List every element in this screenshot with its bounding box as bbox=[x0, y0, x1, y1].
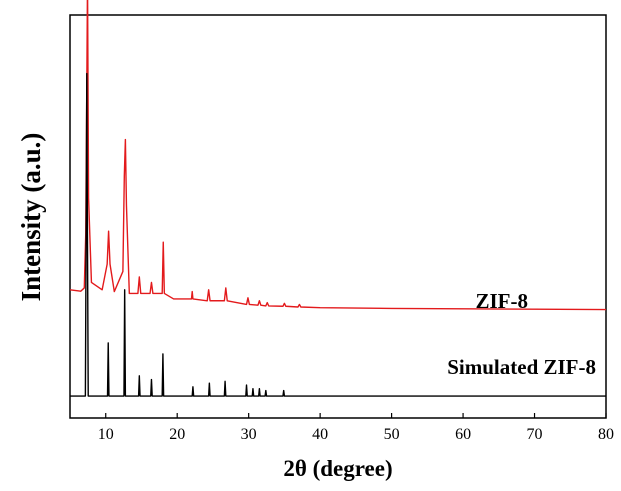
x-tick-label-30: 30 bbox=[241, 426, 257, 443]
x-tick-label-20: 20 bbox=[169, 426, 185, 443]
series-label-simulated-zif-8: Simulated ZIF-8 bbox=[447, 355, 596, 379]
x-ticks bbox=[105, 413, 607, 418]
series-label-zif-8: ZIF-8 bbox=[476, 289, 529, 313]
x-axis-title: 2θ (degree) bbox=[283, 456, 392, 481]
x-tick-label-80: 80 bbox=[598, 426, 614, 443]
x-tick-labels: 10 20 30 40 50 60 70 80 bbox=[98, 426, 614, 443]
x-tick-label-60: 60 bbox=[455, 426, 471, 443]
y-axis-title: Intensity (a.u.) bbox=[16, 133, 46, 302]
plot-frame bbox=[69, 14, 607, 419]
x-tick-label-50: 50 bbox=[384, 426, 400, 443]
series-line-zif-8 bbox=[69, 0, 607, 311]
series-lines bbox=[69, 0, 607, 397]
x-tick-label-40: 40 bbox=[312, 426, 328, 443]
x-tick-label-10: 10 bbox=[98, 426, 114, 443]
x-tick-label-70: 70 bbox=[527, 426, 543, 443]
series-line-simulated-zif-8 bbox=[70, 72, 606, 397]
